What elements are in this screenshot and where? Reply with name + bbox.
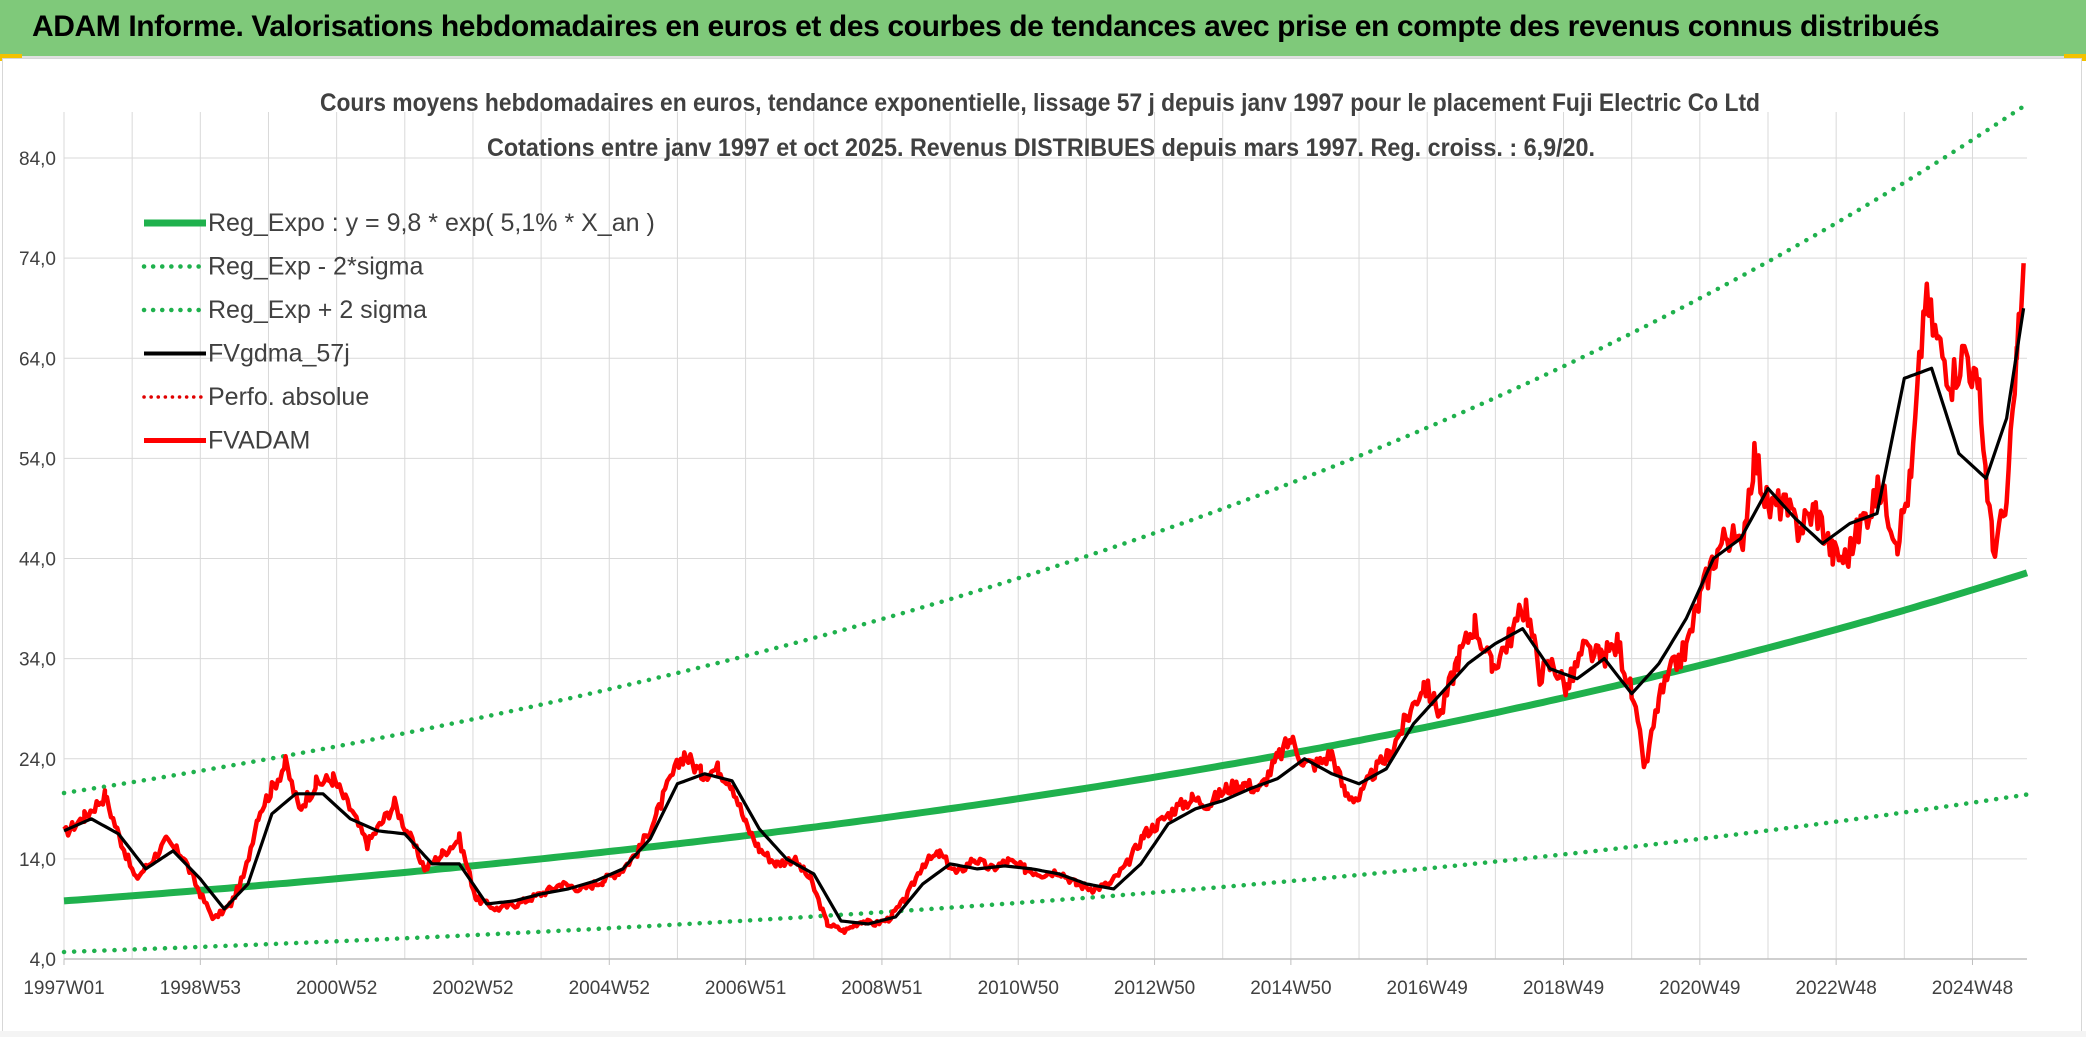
y-tick-label: 24,0 (19, 750, 56, 771)
x-tick-label: 2008W51 (841, 978, 922, 999)
x-tick-label: 2002W52 (432, 978, 513, 999)
x-tick-label: 2018W49 (1523, 978, 1604, 999)
axis-layer: 4,0 14,0 24,0 34,0 44,0 54,0 64,0 74,0 84,0 1997W… (19, 149, 2027, 999)
legend-label: Reg_Expo : y = 9,8 * exp( 5,1% * X_an ) (208, 209, 655, 237)
x-tick-label: 2010W50 (978, 978, 1059, 999)
x-tick-label: 2022W48 (1795, 978, 1876, 999)
y-tick-label: 4,0 (30, 950, 56, 971)
legend-label: Reg_Exp + 2 sigma (208, 296, 427, 324)
x-tick-label: 2020W49 (1659, 978, 1740, 999)
x-tick-label: 2016W49 (1387, 978, 1468, 999)
y-tick-label: 54,0 (19, 449, 56, 470)
x-tick-label: 2000W52 (296, 978, 377, 999)
x-tick-label: 2012W50 (1114, 978, 1195, 999)
y-tick-label: 44,0 (19, 550, 56, 571)
x-tick-label: 2004W52 (569, 978, 650, 999)
corner-marker-right (2064, 54, 2086, 61)
series-fvadam (62, 263, 2026, 936)
series-fvgdma-57j (63, 307, 2026, 926)
legend-label: FVADAM (208, 427, 310, 455)
y-tick-label: 74,0 (19, 249, 56, 270)
bottom-strip (0, 1031, 2086, 1037)
corner-marker-left (0, 54, 22, 61)
legend-label: FVgdma_57j (208, 340, 350, 368)
x-tick-label: 1998W53 (160, 978, 241, 999)
page-title: ADAM Informe. Valorisations hebdomadaire… (32, 10, 1940, 43)
chart-title-line2: Cotations entre janv 1997 et oct 2025. R… (487, 134, 1595, 162)
x-tick-label: 1997W01 (23, 978, 104, 999)
y-tick-label: 64,0 (19, 349, 56, 370)
legend: Reg_Expo : y = 9,8 * exp( 5,1% * X_an ) R… (141, 209, 655, 455)
header-banner: ADAM Informe. Valorisations hebdomadaire… (0, 0, 2086, 58)
y-tick-label: 34,0 (19, 650, 56, 671)
legend-label: Perfo. absolue (208, 383, 369, 411)
x-tick-label: 2006W51 (705, 978, 786, 999)
series-layer (61, 101, 2030, 955)
chart-title-line1: Cours moyens hebdomadaires en euros, ten… (320, 89, 1760, 117)
x-tick-label: 2024W48 (1932, 978, 2013, 999)
legend-label: Reg_Exp - 2*sigma (208, 253, 423, 281)
series-reg-expo (63, 569, 2029, 905)
x-tick-label: 2014W50 (1250, 978, 1331, 999)
y-tick-label: 84,0 (19, 149, 56, 170)
y-tick-label: 14,0 (19, 850, 56, 871)
series-reg-exp-plus-2sigma (61, 101, 2030, 796)
